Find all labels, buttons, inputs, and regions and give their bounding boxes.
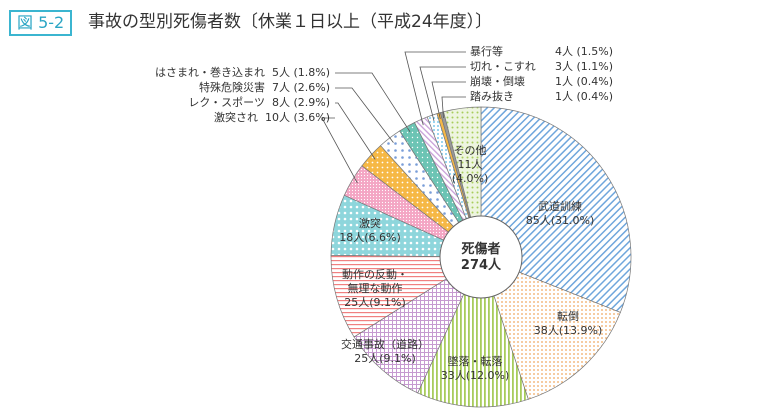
center-title: 死傷者 xyxy=(461,242,501,257)
slice-pct: (2.9%) xyxy=(293,96,330,109)
leader-line xyxy=(335,72,411,132)
slice-name: 交通事故（道路） xyxy=(341,338,429,351)
slice-value: 25人 xyxy=(344,296,370,309)
leader-line xyxy=(335,87,394,143)
slice-name: 特殊危険災害 xyxy=(198,81,265,94)
slice-name: 動作の反動・無理な動作 xyxy=(342,268,408,295)
slice-name: 崩壊・倒壊 xyxy=(470,75,525,88)
slice-value: 18人 xyxy=(339,231,365,244)
label-hasamare: はさまれ・巻き込まれ 5人 (1.8%) xyxy=(155,66,330,80)
label-sonota: その他 11人 (4.0%) xyxy=(440,144,500,186)
slice-value: 10人 xyxy=(264,111,290,124)
slice-value: 7人 xyxy=(271,81,290,94)
leader-line xyxy=(404,51,466,126)
slice-value: 25人 xyxy=(354,352,380,365)
center-total: 274人 xyxy=(460,258,502,273)
slice-value: 5人 xyxy=(271,66,290,79)
slice-name: 墜落・転落 xyxy=(447,355,503,368)
slice-pct: (0.4%) xyxy=(576,90,614,103)
leader-line xyxy=(431,81,466,119)
slice-pct: (12.0%) xyxy=(465,369,510,382)
slice-value: 1人 xyxy=(555,75,573,88)
slice-name: 踏み抜き xyxy=(470,90,514,103)
slice-name: 激突 xyxy=(359,217,381,230)
slice-name: 激突され xyxy=(213,111,258,124)
slice-pct: (4.0%) xyxy=(451,172,489,185)
donut-hole xyxy=(439,215,523,299)
slice-value: 11人 xyxy=(457,158,483,171)
slice-name: レク・スポーツ xyxy=(188,96,265,109)
label-kire: 切れ・こすれ 3人 (1.1%) xyxy=(470,60,613,74)
label-fuminuki: 踏み抜き 1人 (0.4%) xyxy=(470,90,613,104)
slice-pct: (1.8%) xyxy=(293,66,330,79)
slice-value: 8人 xyxy=(271,96,290,109)
pie-slice xyxy=(353,256,482,394)
slice-name: はさまれ・巻き込まれ xyxy=(154,66,265,79)
center-label: 死傷者 274人 xyxy=(451,242,511,274)
slice-pct: (1.5%) xyxy=(576,45,614,58)
slice-pct: (9.1%) xyxy=(369,296,406,309)
slice-pct: (9.1%) xyxy=(379,352,416,365)
label-tokushu: 特殊危険災害 7人 (2.6%) xyxy=(199,81,330,95)
slice-value: 4人 xyxy=(555,45,573,58)
slice-pct: (1.1%) xyxy=(576,60,614,73)
slice-name: 暴行等 xyxy=(470,45,503,58)
slice-value: 85人 xyxy=(525,214,551,227)
pie-slice xyxy=(330,254,483,338)
label-gekitotsu: 激突 18人(6.6%) xyxy=(330,217,410,245)
slice-pct: (0.4%) xyxy=(576,75,614,88)
slice-pct: (13.9%) xyxy=(558,324,603,337)
label-tento: 転倒 38人(13.9%) xyxy=(528,310,608,338)
slice-pct: (6.6%) xyxy=(364,231,401,244)
label-boko: 暴行等 4人 (1.5%) xyxy=(470,45,613,59)
label-dosa: 動作の反動・無理な動作 25人(9.1%) xyxy=(330,268,420,310)
slice-pct: (3.6%) xyxy=(293,111,330,124)
slice-name: 切れ・こすれ xyxy=(470,60,536,73)
slice-pct: (31.0%) xyxy=(550,214,595,227)
leader-line xyxy=(419,66,466,121)
leader-line xyxy=(321,117,358,184)
slice-value: 33人 xyxy=(440,369,466,382)
label-rekusupo: レク・スポーツ 8人 (2.9%) xyxy=(188,96,330,110)
pie-slice xyxy=(480,256,621,400)
label-tsuiraku: 墜落・転落 33人(12.0%) xyxy=(430,355,520,383)
label-hokai: 崩壊・倒壊 1人 (0.4%) xyxy=(470,75,613,89)
leader-line xyxy=(441,96,466,119)
figure-label: 図 5-2 xyxy=(9,10,73,36)
chart-title: 事故の型別死傷者数〔休業１日以上（平成24年度）〕 xyxy=(88,12,493,32)
slice-name: 転倒 xyxy=(557,310,579,323)
slice-value: 3人 xyxy=(555,60,573,73)
slice-pct: (2.6%) xyxy=(293,81,330,94)
slice-name: その他 xyxy=(453,144,487,157)
leader-line xyxy=(335,102,376,160)
label-kotsu: 交通事故（道路） 25人(9.1%) xyxy=(340,338,430,366)
slice-value: 1人 xyxy=(555,90,573,103)
label-budo: 武道訓練 85人(31.0%) xyxy=(520,200,600,228)
label-gekitotsusare: 激突され 10人 (3.6%) xyxy=(214,111,330,125)
slice-name: 武道訓練 xyxy=(538,200,582,213)
slice-value: 38人 xyxy=(533,324,559,337)
pie-slice xyxy=(417,256,529,408)
